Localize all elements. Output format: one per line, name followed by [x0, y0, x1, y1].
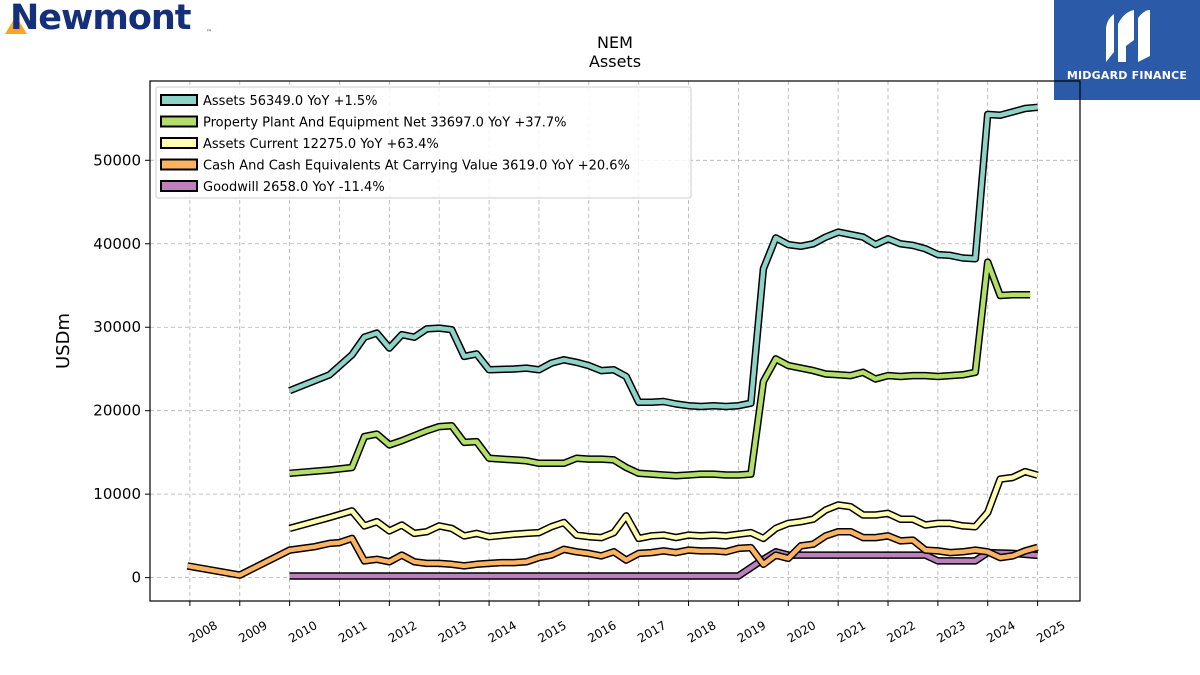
series-outline: [288, 467, 1039, 543]
legend-swatch: [160, 115, 198, 128]
newmont-logo: Newmont ™: [4, 0, 214, 44]
x-tick-label: 2013: [436, 618, 469, 645]
series-2: [288, 467, 1039, 543]
chart-subtitle: Assets: [589, 52, 641, 71]
x-tick-label: 2020: [785, 618, 818, 645]
x-tick-label: 2011: [336, 618, 369, 645]
legend-item: Assets Current 12275.0 YoY +63.4%: [160, 137, 439, 152]
midgard-finance-logo: MIDGARD FINANCE: [1054, 0, 1200, 100]
legend: Assets 56349.0 YoY +1.5% Property Plant A…: [155, 86, 692, 199]
y-tick-label: 50000: [93, 151, 141, 169]
y-tick-label: 10000: [93, 485, 141, 503]
legend-swatch: [160, 137, 198, 149]
legend-box: [155, 86, 692, 199]
legend-label: Goodwill 2658.0 YoY -11.4%: [203, 180, 385, 195]
legend-item: Goodwill 2658.0 YoY -11.4%: [160, 180, 385, 195]
x-tick-label: 2022: [885, 618, 918, 645]
x-axis: 2008 2009 2010 2011 2012 2013 2014 2015 2016 2017…: [186, 601, 1068, 646]
x-tick-label: 2019: [735, 618, 768, 645]
series-line: [289, 259, 1031, 479]
legend-item: Property Plant And Equipment Net 33697.0…: [160, 115, 567, 131]
legend-label: Assets 56349.0 YoY +1.5%: [203, 94, 378, 109]
x-tick-label: 2024: [984, 618, 1017, 645]
x-tick-label: 2008: [186, 618, 219, 645]
y-tick-label: 0: [131, 569, 141, 587]
y-tick-label: 20000: [93, 402, 141, 420]
series-line: [288, 105, 1038, 409]
x-tick-label: 2015: [535, 618, 568, 645]
y-axis-label: USDm: [53, 313, 74, 369]
series-line: [289, 469, 1039, 541]
legend-item: Cash And Cash Equivalents At Carrying Va…: [160, 158, 630, 174]
midgard-emblem-icon: [1106, 10, 1150, 62]
legend-item: Assets 56349.0 YoY +1.5%: [160, 94, 378, 109]
logo-triangle-icon: [5, 16, 27, 34]
newmont-logo-tm: ™: [206, 29, 212, 36]
series-3: [186, 527, 1039, 579]
x-tick-label: 2009: [236, 618, 269, 645]
series-layer: [186, 103, 1039, 580]
x-tick-label: 2025: [1034, 618, 1067, 645]
midgard-finance-text: MIDGARD FINANCE: [1066, 69, 1188, 82]
series-0: [288, 103, 1038, 411]
x-tick-label: 2018: [685, 618, 718, 645]
legend-swatch: [160, 180, 198, 192]
series-1: [289, 258, 1031, 480]
legend-swatch: [160, 94, 198, 106]
plot-frame: [149, 80, 1081, 602]
x-tick-label: 2023: [934, 618, 967, 645]
x-tick-label: 2017: [635, 618, 668, 645]
y-tick-label: 40000: [93, 235, 141, 253]
legend-label: Property Plant And Equipment Net 33697.0…: [203, 116, 567, 131]
x-tick-label: 2016: [585, 618, 618, 645]
legend-swatch: [160, 158, 198, 171]
legend-label: Cash And Cash Equivalents At Carrying Va…: [203, 159, 630, 174]
x-tick-label: 2010: [286, 618, 319, 645]
y-axis: 0 10000 20000 30000 40000 50000: [93, 151, 150, 587]
x-tick-label: 2012: [386, 618, 419, 645]
x-tick-label: 2014: [486, 618, 519, 645]
x-tick-label: 2021: [835, 618, 868, 645]
chart-title: NEM: [597, 33, 633, 52]
series-outline: [289, 258, 1031, 480]
newmont-logo-text: Newmont: [10, 0, 192, 38]
legend-label: Assets Current 12275.0 YoY +63.4%: [203, 137, 439, 152]
series-line: [187, 529, 1039, 578]
y-tick-label: 30000: [93, 318, 141, 336]
